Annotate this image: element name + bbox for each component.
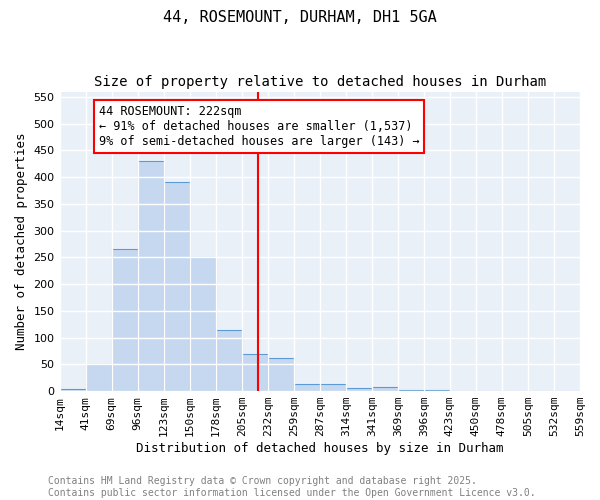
- Text: Contains HM Land Registry data © Crown copyright and database right 2025.
Contai: Contains HM Land Registry data © Crown c…: [48, 476, 536, 498]
- Bar: [190, 258, 215, 391]
- Bar: [164, 182, 190, 391]
- Bar: [554, 390, 580, 391]
- Title: Size of property relative to detached houses in Durham: Size of property relative to detached ho…: [94, 75, 546, 89]
- Bar: [59, 390, 86, 391]
- Bar: [294, 384, 320, 391]
- Bar: [320, 384, 346, 391]
- Text: 44 ROSEMOUNT: 222sqm
← 91% of detached houses are smaller (1,537)
9% of semi-det: 44 ROSEMOUNT: 222sqm ← 91% of detached h…: [98, 105, 419, 148]
- Bar: [112, 250, 137, 391]
- Bar: [450, 390, 476, 391]
- Bar: [86, 364, 112, 391]
- Bar: [215, 330, 242, 391]
- Y-axis label: Number of detached properties: Number of detached properties: [15, 132, 28, 350]
- Bar: [137, 161, 164, 391]
- Bar: [398, 390, 424, 391]
- Bar: [268, 358, 294, 391]
- Bar: [424, 390, 450, 391]
- Bar: [346, 388, 372, 391]
- Bar: [372, 388, 398, 391]
- X-axis label: Distribution of detached houses by size in Durham: Distribution of detached houses by size …: [136, 442, 503, 455]
- Text: 44, ROSEMOUNT, DURHAM, DH1 5GA: 44, ROSEMOUNT, DURHAM, DH1 5GA: [163, 10, 437, 25]
- Bar: [242, 354, 268, 391]
